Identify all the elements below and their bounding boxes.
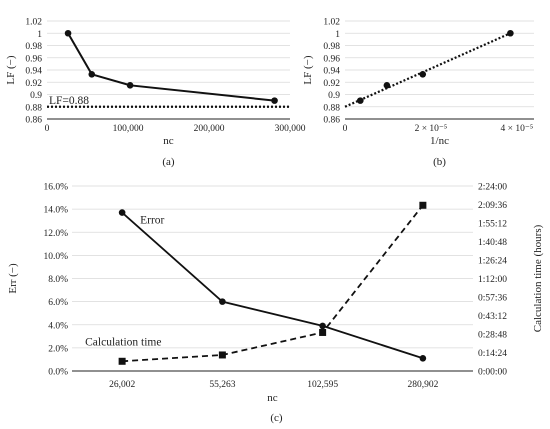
y2-tick-label: 2:09:36 bbox=[478, 201, 507, 211]
error-data-point bbox=[419, 354, 427, 362]
error-series-line bbox=[121, 211, 424, 360]
x-axis-title: nc bbox=[163, 135, 174, 147]
x-axis-title: 1/nc bbox=[430, 135, 449, 147]
y2-tick-label: 0:00:00 bbox=[478, 368, 507, 378]
y-tick-label: 0.88 bbox=[25, 103, 42, 113]
y-tick-label: 8.0% bbox=[48, 275, 68, 285]
calc-time-data-point bbox=[218, 351, 226, 359]
y-tick-label: 0.9 bbox=[328, 91, 340, 101]
x-tick-label: 4 × 10⁻⁵ bbox=[500, 124, 533, 134]
y-tick-label: 0.96 bbox=[25, 54, 42, 64]
y-tick-label: 4.0% bbox=[48, 321, 68, 331]
y-tick-label: 0.98 bbox=[323, 42, 340, 52]
y-tick-label: 16.0% bbox=[43, 183, 68, 193]
y2-axis-title: Calculation time (hours) bbox=[532, 224, 544, 332]
x-tick-label: 55,263 bbox=[209, 380, 235, 390]
y-tick-label: 0.92 bbox=[25, 79, 42, 89]
y-tick-label: 0.86 bbox=[323, 116, 340, 126]
x-tick-label: 100,000 bbox=[113, 124, 144, 134]
data-point bbox=[126, 82, 134, 89]
y2-tick-label: 2:24:00 bbox=[478, 183, 507, 193]
x-tick-label: 280,902 bbox=[407, 380, 438, 390]
y-tick-label: 1 bbox=[335, 30, 340, 40]
y-tick-label: 0.94 bbox=[25, 67, 42, 77]
y2-tick-label: 0:14:24 bbox=[478, 349, 507, 359]
y-tick-label: 0.0% bbox=[48, 368, 68, 378]
error-data-point bbox=[219, 298, 226, 305]
y2-tick-label: 0:43:12 bbox=[478, 312, 507, 322]
panel-label: (a) bbox=[162, 156, 175, 168]
y-tick-label: 10.0% bbox=[43, 252, 68, 262]
x-axis-title: nc bbox=[267, 392, 278, 404]
calc-time-data-point bbox=[118, 357, 126, 365]
y-tick-label: 0.96 bbox=[323, 54, 340, 64]
y-tick-label: 6.0% bbox=[48, 298, 68, 308]
y-tick-label: 2.0% bbox=[48, 344, 68, 354]
x-tick-label: 0 bbox=[45, 124, 50, 134]
y-tick-label: 0.88 bbox=[323, 103, 340, 113]
chart-panel-a: 0.86 0.88 0.9 0.92 0.94 0.96 0.98 1 1.02 0 100,000… bbox=[5, 18, 306, 169]
x-tick-label: 200,000 bbox=[194, 124, 225, 134]
calc-time-series-line bbox=[122, 204, 424, 363]
y-tick-label: 14.0% bbox=[43, 206, 68, 216]
y-tick-label: 0.92 bbox=[323, 79, 340, 89]
y2-tick-label: 0:57:36 bbox=[478, 294, 507, 304]
y-tick-label: 0.86 bbox=[25, 116, 42, 126]
data-point bbox=[507, 29, 514, 37]
x-tick-label: 2 × 10⁻⁵ bbox=[415, 124, 448, 134]
x-tick-label: 26,002 bbox=[109, 380, 135, 390]
y-axis-title: LF (−) bbox=[5, 55, 17, 84]
data-point bbox=[356, 97, 364, 104]
data-point bbox=[64, 29, 72, 37]
y-tick-label: 1 bbox=[37, 30, 42, 40]
y-tick-label: 1.02 bbox=[323, 18, 340, 28]
error-series-label: Error bbox=[140, 215, 164, 227]
x-tick-label: 102,595 bbox=[307, 380, 338, 390]
y-tick-label: 0.98 bbox=[25, 42, 42, 52]
error-data-point bbox=[319, 322, 326, 330]
calc-time-data-point bbox=[319, 328, 327, 336]
panel-label: (c) bbox=[270, 412, 283, 424]
data-point bbox=[419, 70, 427, 78]
x-tick-label: 0 bbox=[343, 124, 348, 134]
calc-time-data-point bbox=[419, 201, 427, 209]
y-axis-title: Err (−) bbox=[7, 263, 19, 294]
y2-tick-label: 1:40:48 bbox=[478, 238, 507, 248]
panel-label: (b) bbox=[433, 156, 446, 168]
y-tick-label: 12.0% bbox=[43, 229, 68, 239]
calc-time-series-label: Calculation time bbox=[85, 336, 161, 348]
data-point bbox=[271, 97, 278, 104]
data-point bbox=[88, 70, 96, 78]
x-tick-label: 300,000 bbox=[275, 124, 306, 134]
y2-tick-label: 1:12:00 bbox=[478, 275, 507, 285]
chart-panel-b: 0.86 0.88 0.9 0.92 0.94 0.96 0.98 1 1.02 0 2 × 10⁻… bbox=[302, 18, 534, 168]
y2-tick-label: 0:28:48 bbox=[478, 331, 507, 341]
y-axis-title: LF (−) bbox=[302, 55, 314, 84]
y2-tick-label: 1:26:24 bbox=[478, 257, 507, 267]
error-data-point bbox=[118, 209, 126, 216]
y-tick-label: 0.9 bbox=[30, 91, 42, 101]
reference-line-label: LF=0.88 bbox=[49, 95, 89, 107]
y2-tick-label: 1:55:12 bbox=[478, 220, 507, 230]
y-tick-label: 0.94 bbox=[323, 67, 340, 77]
chart-panel-c: 0.0% 2.0% 4.0% 6.0% 8.0% 10.0% 12.0% 14.0% 16.0%… bbox=[7, 183, 544, 425]
data-point bbox=[383, 82, 391, 89]
series-line bbox=[67, 32, 275, 102]
y-tick-label: 1.02 bbox=[25, 18, 42, 28]
